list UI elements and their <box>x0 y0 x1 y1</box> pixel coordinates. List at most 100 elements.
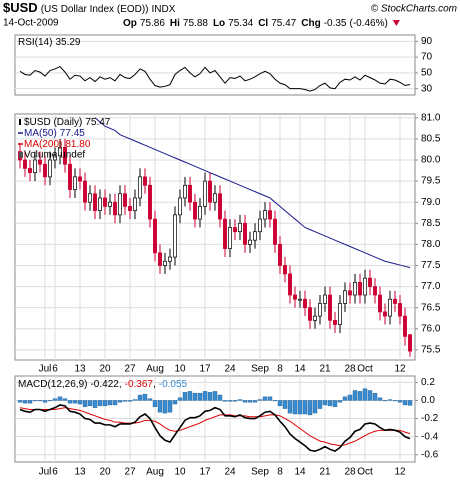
x-tick-label: Oct <box>357 364 373 375</box>
x-tick-label: 21 <box>319 364 331 375</box>
candle-body <box>78 176 82 182</box>
y-tick-label: -0.4 <box>421 431 439 442</box>
separator: , <box>119 379 122 390</box>
x-tick-label: 6 <box>52 364 58 375</box>
x-tick-label: Sep <box>251 467 269 478</box>
histogram-bar <box>327 400 333 407</box>
candle-body <box>168 256 172 262</box>
panel-frame <box>14 113 416 361</box>
candle-body <box>133 197 137 211</box>
candle-body <box>338 303 342 325</box>
candle-body <box>383 311 387 317</box>
candle-body <box>83 180 87 203</box>
candle-body <box>308 307 312 321</box>
candle-body <box>348 290 352 296</box>
histogram-bar <box>392 400 398 402</box>
candle-body <box>108 201 112 207</box>
histogram-bar <box>137 394 143 401</box>
histogram-bar <box>272 400 278 402</box>
legend-label: MA(50) <box>24 128 57 139</box>
candle-body <box>233 227 237 233</box>
histogram-bar <box>92 400 98 408</box>
histogram-bar <box>307 400 313 416</box>
candle-body <box>93 193 97 211</box>
x-tick-label: Jul <box>39 364 52 375</box>
histogram-bar <box>287 400 293 414</box>
histogram-bar <box>247 400 253 403</box>
candle-body <box>153 218 157 254</box>
y-tick-label: -0.6 <box>421 449 439 460</box>
histogram-bar <box>42 400 48 403</box>
x-tick-label: 24 <box>224 364 236 375</box>
histogram-bar <box>397 400 403 403</box>
candle-body <box>178 197 182 216</box>
histogram-bar <box>177 397 183 401</box>
x-tick-label: 12 <box>394 364 406 375</box>
x-tick-label: Oct <box>357 467 373 478</box>
histogram-bar <box>322 400 328 406</box>
histogram-bar <box>212 391 218 401</box>
quote-label: Lo <box>213 18 225 29</box>
candle-body <box>73 176 77 190</box>
candle-body <box>198 206 202 220</box>
histogram-bar <box>297 400 303 415</box>
candle-body <box>248 239 252 245</box>
y-tick-label: 75.5 <box>421 345 441 356</box>
x-tick-label: 27 <box>124 364 136 375</box>
candle-body <box>388 298 392 317</box>
candle-body <box>288 273 292 296</box>
candle-body <box>293 294 297 300</box>
x-tick-label: Sep <box>251 364 269 375</box>
histogram-bar <box>222 400 228 402</box>
histogram-bar <box>142 393 148 401</box>
exchange: INDX <box>152 4 176 15</box>
quote-label: Op <box>123 18 137 29</box>
candle-body <box>148 184 152 220</box>
histogram-bar <box>37 400 43 402</box>
x-tick-label: 24 <box>224 467 236 478</box>
histogram-bar <box>162 400 168 414</box>
histogram-value: -0.055 <box>159 379 188 390</box>
histogram-bar <box>402 400 408 406</box>
signal-line <box>19 407 411 447</box>
separator: , <box>153 379 156 390</box>
histogram-bar <box>367 390 373 401</box>
histogram-bar <box>187 391 193 401</box>
legend-icon <box>19 119 21 125</box>
indicator-name: RSI(14) <box>18 37 52 48</box>
indicator-value: 35.29 <box>55 37 80 48</box>
y-tick-label: 78.5 <box>421 218 441 229</box>
y-tick-label: 80.5 <box>421 134 441 145</box>
y-tick-label: 76.5 <box>421 302 441 313</box>
x-tick-label: 17 <box>199 467 211 478</box>
y-tick-label: 79.5 <box>421 176 441 187</box>
candle-body <box>273 218 277 245</box>
candle-body <box>238 222 242 233</box>
candle-body <box>23 159 27 169</box>
quote-value: 75.86 <box>140 18 165 29</box>
x-tick-label: Jul <box>39 467 52 478</box>
histogram-bar <box>237 399 243 401</box>
y-tick-label: 76.0 <box>421 323 441 334</box>
histogram-bar <box>252 400 258 403</box>
down-arrow <box>392 20 400 26</box>
candle-body <box>313 315 317 321</box>
histogram-bar <box>377 397 383 401</box>
candle-body <box>33 159 37 174</box>
candle-body <box>48 159 52 178</box>
quote-value: -0.35 <box>324 18 347 29</box>
legend-label: $USD (Daily) <box>24 117 82 128</box>
candle-body <box>63 146 67 165</box>
histogram-bar <box>77 400 83 405</box>
histogram-bar <box>282 400 288 409</box>
candle-body <box>158 252 162 266</box>
x-tick-label: 10 <box>174 467 186 478</box>
candle-body <box>373 286 377 296</box>
candle-body <box>278 244 282 266</box>
x-tick-label: 28 <box>344 364 356 375</box>
candle-body <box>323 294 327 304</box>
macd-value: -0.422 <box>90 379 119 390</box>
index-name: (US Dollar Index (EOD)) <box>41 4 149 15</box>
